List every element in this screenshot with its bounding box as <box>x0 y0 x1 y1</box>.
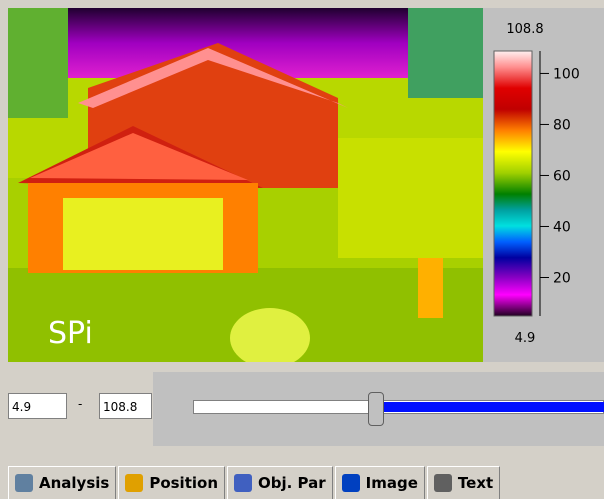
tab-label: Analysis <box>39 474 110 492</box>
tab[interactable]: Position <box>118 466 225 499</box>
range-separator: - <box>78 397 83 411</box>
scale-tick-label: 20 <box>553 270 571 286</box>
tab-label: Obj. Par <box>258 474 326 492</box>
scale-tick-label: 100 <box>553 66 580 82</box>
tab-icon <box>125 474 144 492</box>
tab[interactable]: Text <box>426 466 501 499</box>
tab-label: Text <box>457 474 494 492</box>
scale-min: 4.9 <box>515 331 536 346</box>
range-high-input[interactable]: 108.8 <box>99 393 152 419</box>
scale-tick-label: 80 <box>553 117 571 133</box>
tab[interactable]: Obj. Par <box>227 466 333 499</box>
tab[interactable]: Image <box>334 466 425 499</box>
tab-icon <box>15 474 33 492</box>
color-scale-panel: 108.8 4.9 20 40 60 80 100 <box>483 8 604 362</box>
color-bar <box>493 50 533 317</box>
tab-icon <box>433 474 452 492</box>
range-low-input[interactable]: 4.9 <box>8 393 67 419</box>
thermal-image: SPi <box>8 8 483 362</box>
tab-icon <box>341 474 360 492</box>
scale-tick-label: 60 <box>553 168 571 184</box>
tab-bar: Analysis Position Obj. Par Image Text <box>8 466 501 499</box>
tab-label: Position <box>149 474 218 492</box>
watermark: SPi <box>48 316 93 351</box>
slider-panel <box>153 372 604 446</box>
tab-icon <box>234 474 252 492</box>
tab-label: Image <box>365 474 418 492</box>
slider-thumb[interactable] <box>368 392 384 426</box>
slider-fill <box>377 402 604 412</box>
tab[interactable]: Analysis <box>8 466 117 499</box>
scale-tick-label: 40 <box>553 219 571 235</box>
scale-max: 108.8 <box>506 22 543 37</box>
